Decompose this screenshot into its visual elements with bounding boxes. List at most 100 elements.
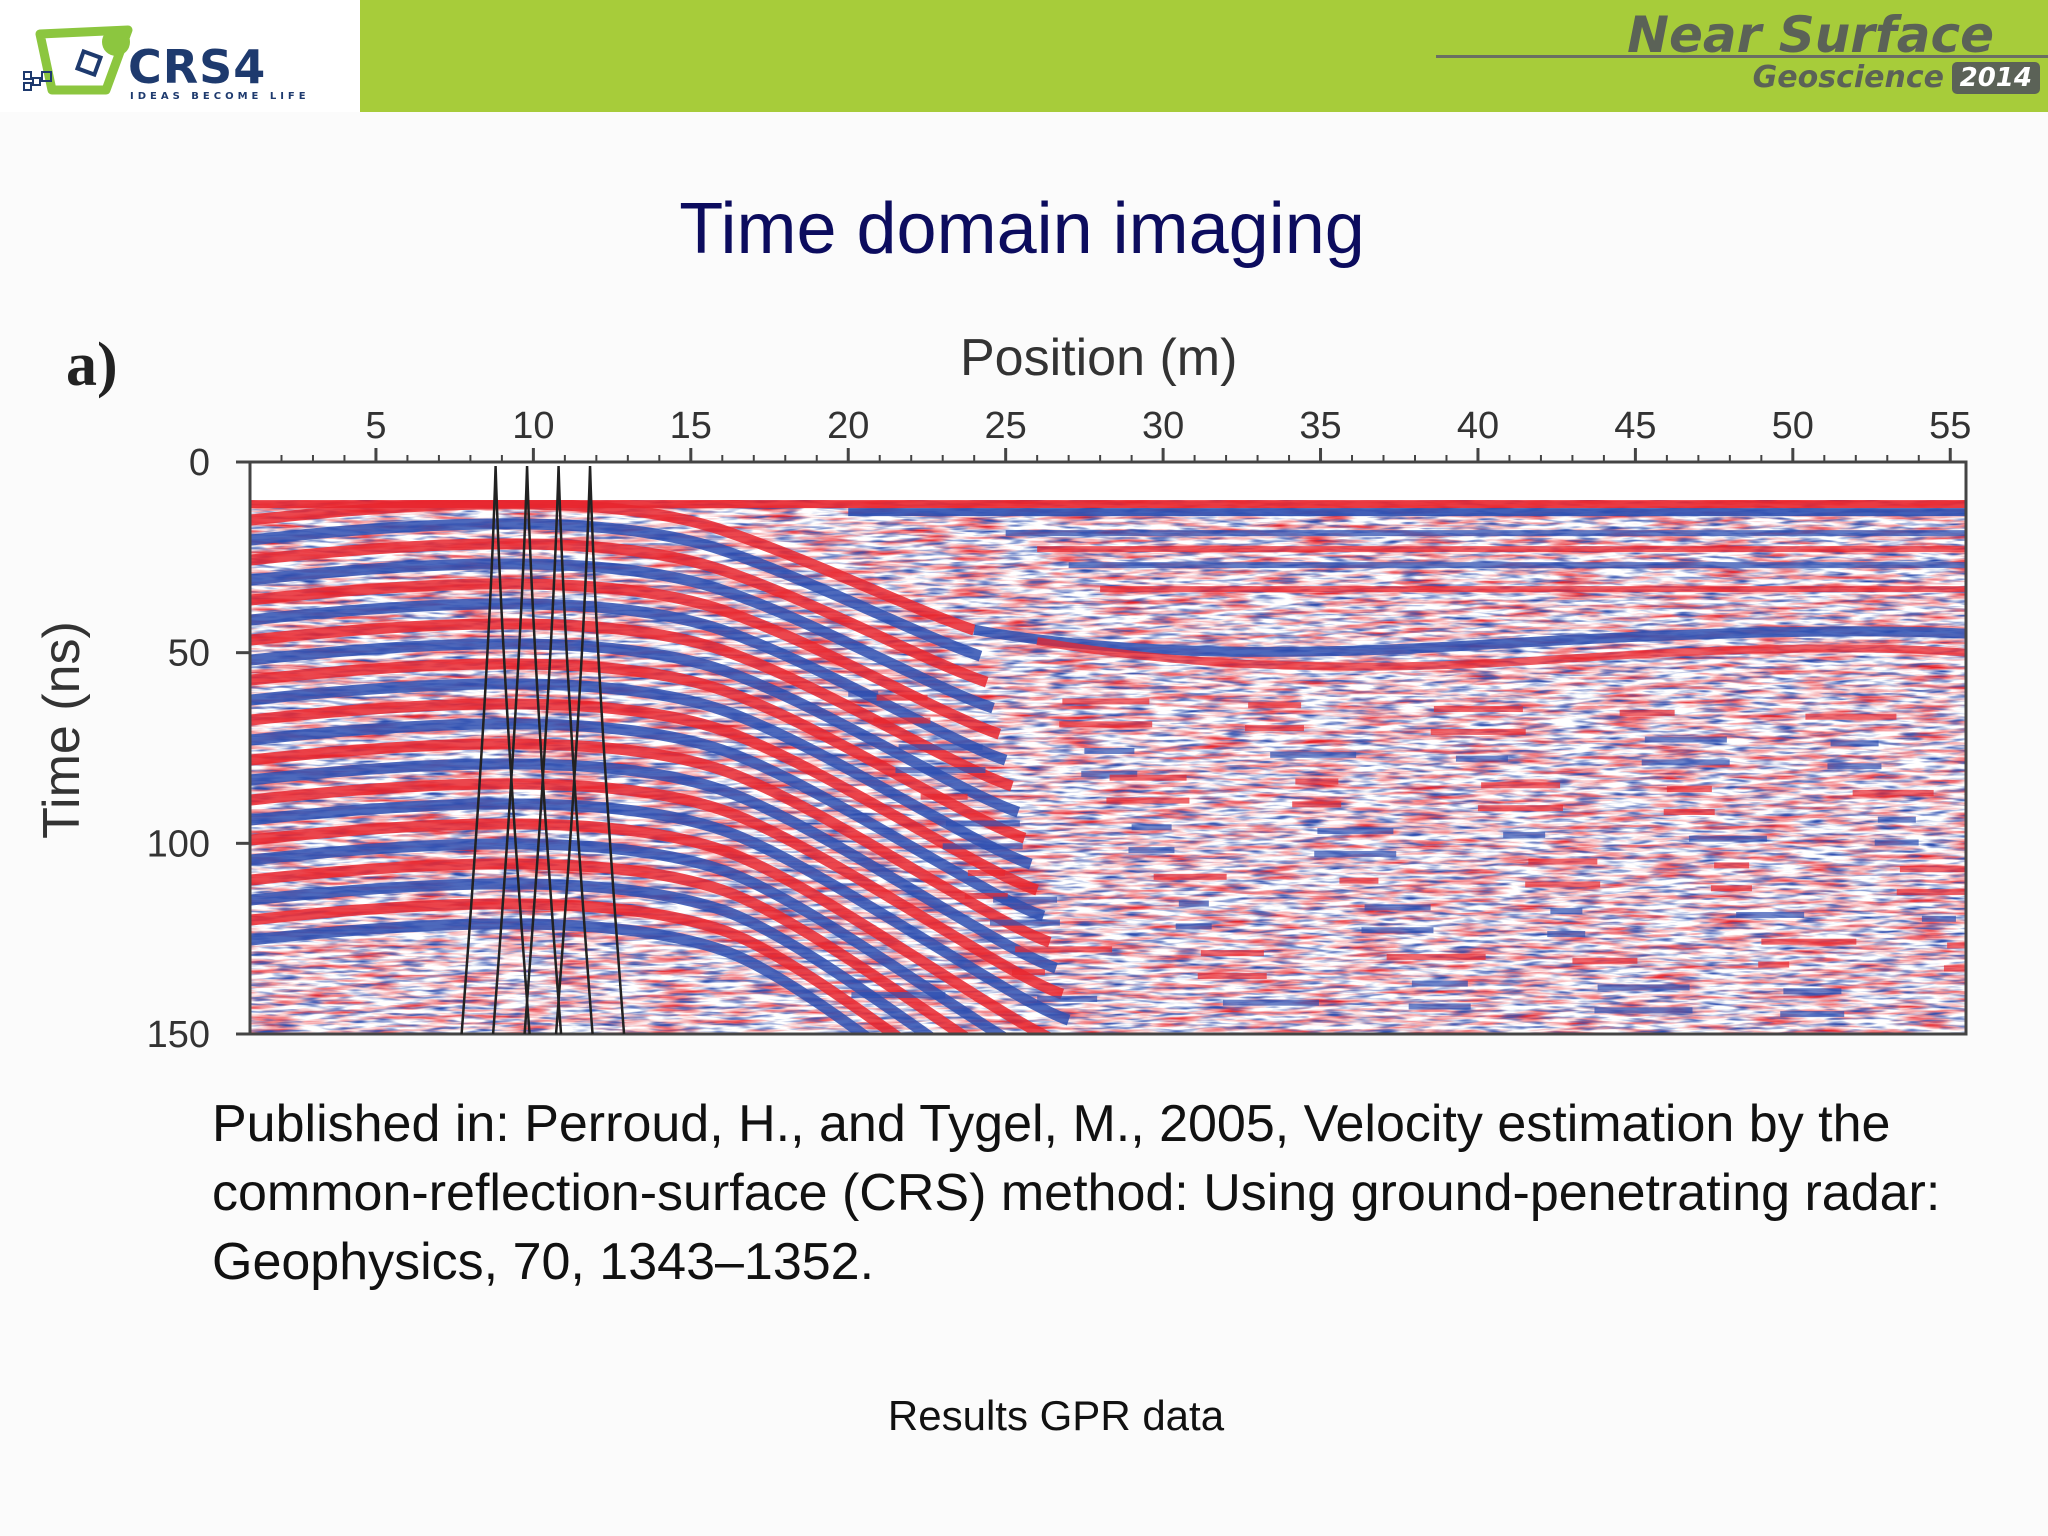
- reflector-segment: [1805, 714, 1896, 720]
- reflector-segment: [1015, 946, 1112, 952]
- reflector-segment: [895, 767, 985, 773]
- reflector-segment: [1645, 737, 1727, 743]
- reflector-segment: [1714, 862, 1749, 868]
- reflector-segment: [1361, 927, 1433, 933]
- gpr-radargram: 5 10 15 20 25 30 35 40 45 50 55 0 50 100 150: [0, 0, 2048, 1100]
- reflector-segment: [851, 992, 945, 998]
- figure-caption: Results GPR data: [0, 1392, 2048, 1440]
- reflector-band: [1006, 530, 1966, 536]
- x-tick-label: 20: [827, 405, 869, 447]
- reflector-segment: [1201, 950, 1264, 956]
- reflector-band: [1037, 546, 1966, 552]
- x-tick-label: 10: [512, 405, 554, 447]
- x-tick-label: 55: [1929, 405, 1971, 447]
- reflector-segment: [1664, 809, 1715, 815]
- reflector-segment: [1875, 840, 1919, 846]
- reflector-segment: [1245, 725, 1304, 731]
- reflector-band: [1069, 562, 1966, 568]
- reflector-segment: [1827, 763, 1881, 769]
- reflector-segment: [1037, 996, 1097, 1002]
- reflector-segment: [946, 820, 1020, 826]
- reflector-segment: [993, 897, 1057, 903]
- reflector-segment: [1059, 721, 1152, 727]
- reflector-segment: [1758, 962, 1789, 968]
- reflector-band: [848, 508, 1966, 516]
- x-tick-label: 35: [1299, 405, 1341, 447]
- x-tick-label: 40: [1457, 405, 1499, 447]
- reflector-segment: [1132, 824, 1172, 830]
- x-tick-label: 15: [670, 405, 712, 447]
- reflector-segment: [1478, 805, 1563, 811]
- y-tick-label: 150: [147, 1014, 210, 1056]
- x-tick-label: 5: [365, 405, 386, 447]
- reflector-segment: [1314, 851, 1396, 857]
- reflector-segment: [1594, 1007, 1692, 1013]
- y-tick-label: 0: [189, 442, 210, 484]
- reflector-segment: [1198, 973, 1267, 979]
- reflector-segment: [1761, 939, 1856, 945]
- reflector-segment: [1711, 885, 1752, 891]
- reflector-segment: [1270, 752, 1356, 758]
- reflector-segment: [1853, 790, 1934, 796]
- reflector-segment: [1525, 881, 1600, 887]
- reflector-segment: [1481, 782, 1560, 788]
- reflector-segment: [1900, 866, 1971, 872]
- reflector-segment: [1947, 942, 2008, 948]
- reflector-segment: [943, 843, 1023, 849]
- citation-text: Published in: Perroud, H., and Tygel, M.…: [212, 1090, 2012, 1297]
- reflector-segment: [1897, 889, 1974, 895]
- reflector-segment: [1179, 901, 1209, 907]
- reflector-segment: [1176, 923, 1212, 929]
- reflector-segment: [1012, 969, 1045, 975]
- reflector-segment: [1409, 1003, 1471, 1009]
- reflector-segment: [873, 717, 930, 723]
- reflector-segment: [1689, 836, 1767, 842]
- reflector-segment: [1062, 698, 1149, 704]
- reflector-segment: [1084, 748, 1134, 754]
- reflector-segment: [1620, 710, 1675, 716]
- reflector-segment: [968, 870, 1005, 876]
- reflector-segment: [1572, 958, 1637, 964]
- x-tick-label: 45: [1614, 405, 1656, 447]
- reflector-segment: [1456, 756, 1508, 762]
- reflector-band: [1100, 586, 1966, 592]
- reflector-segment: [1642, 759, 1730, 765]
- reflector-segment: [1598, 984, 1690, 990]
- reflector-segment: [848, 691, 878, 697]
- y-tick-label: 50: [168, 633, 210, 675]
- reflector-segment: [1783, 988, 1841, 994]
- reflector-segment: [1106, 798, 1189, 804]
- x-tick-label: 25: [985, 405, 1027, 447]
- reflector-segment: [1550, 908, 1582, 914]
- reflector-segment: [1667, 786, 1712, 792]
- reflector-segment: [990, 920, 1060, 926]
- reflector-segment: [1248, 702, 1301, 708]
- reflector-segment: [1547, 931, 1585, 937]
- reflector-segment: [1387, 954, 1486, 960]
- reflector-segment: [1878, 817, 1916, 823]
- reflector-segment: [1339, 878, 1378, 884]
- reflector-segment: [1736, 912, 1804, 918]
- reflector-segment: [1922, 916, 1956, 922]
- reflector-segment: [1412, 981, 1468, 987]
- reflector-segment: [1944, 965, 2011, 971]
- reflector-segment: [921, 794, 968, 800]
- reflector-segment: [1431, 729, 1526, 735]
- reflector-segment: [1223, 1000, 1319, 1006]
- x-tick-label: 30: [1142, 405, 1184, 447]
- reflector-segment: [1292, 801, 1341, 807]
- reflector-segment: [1365, 904, 1431, 910]
- reflector-segment: [877, 695, 928, 701]
- reflector-segment: [1128, 847, 1174, 853]
- reflector-segment: [1503, 832, 1545, 838]
- reflector-segment: [1831, 740, 1879, 746]
- reflector-segment: [1780, 1011, 1844, 1017]
- x-tick-label: 50: [1772, 405, 1814, 447]
- reflector-segment: [1110, 775, 1187, 781]
- reflector-segment: [1295, 779, 1338, 785]
- y-tick-label: 100: [147, 823, 210, 865]
- reflector-segment: [1528, 859, 1597, 865]
- reflector-segment: [1434, 706, 1523, 712]
- reflector-segment: [1154, 874, 1227, 880]
- reflector-segment: [1317, 828, 1393, 834]
